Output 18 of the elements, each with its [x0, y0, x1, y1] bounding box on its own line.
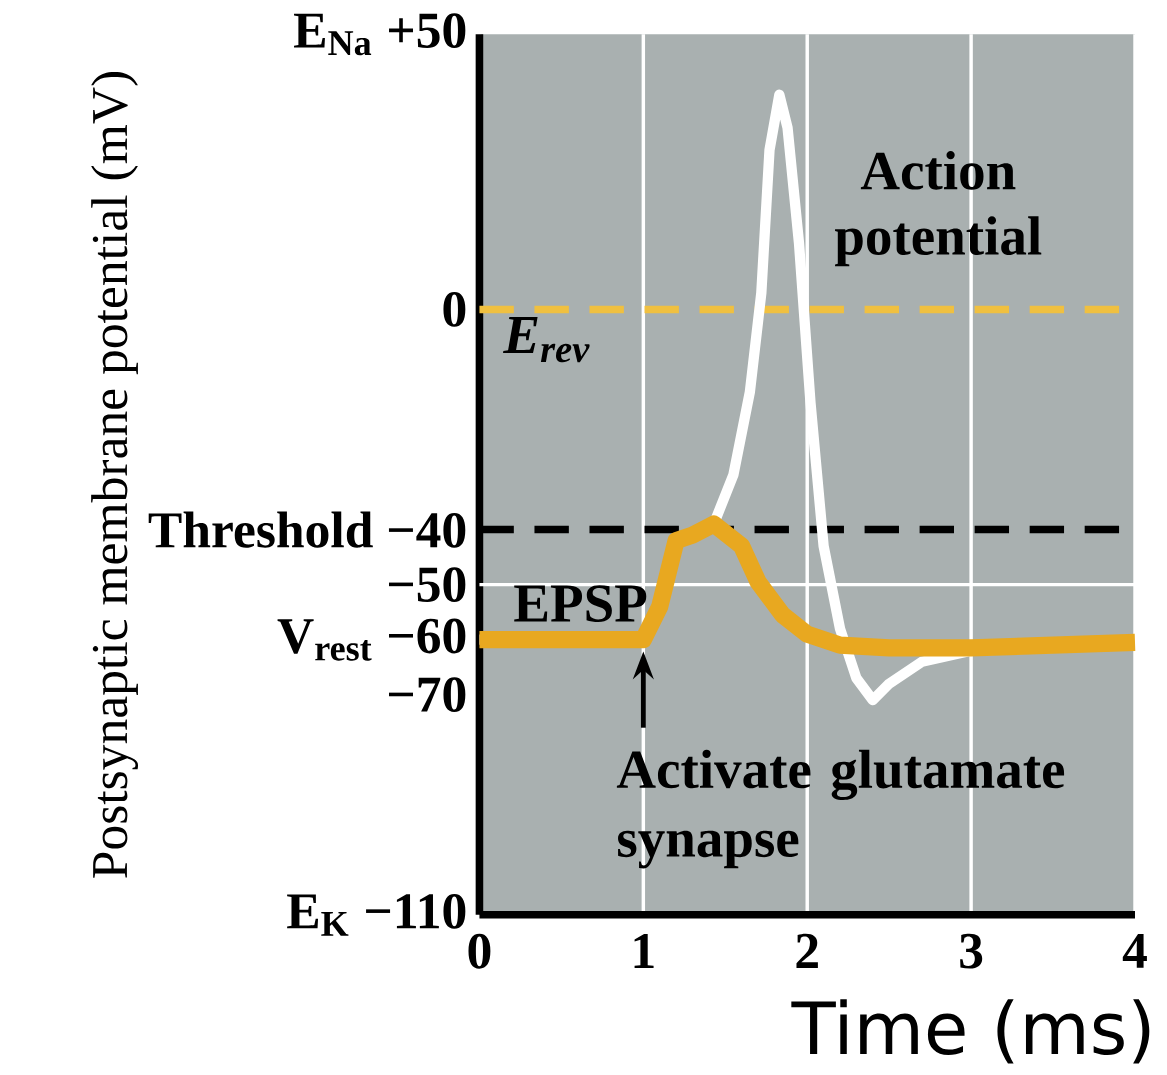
- x-tick-label: 4: [1122, 933, 1147, 968]
- y-tick-label: Threshold −40: [148, 511, 466, 548]
- x-tick-label: 0: [468, 933, 491, 969]
- y-tick-label: V$_{rest}$ −60: [277, 618, 466, 661]
- series-label: EPSP: [514, 585, 647, 623]
- series-label: Action potential: [835, 150, 1042, 267]
- y-axis-title: Postsynaptic membrane potential (mV): [91, 72, 139, 878]
- y-tick-label: E$_{Na}$ +50: [294, 13, 466, 56]
- y-tick-label: 0: [443, 292, 466, 327]
- x-tick-label: 1: [634, 933, 654, 968]
- x-axis-title: Time (ms): [791, 999, 1150, 1064]
- ref-line-label: E$_{rev}$: [503, 316, 590, 363]
- y-tick-label: E$_{K}$ −110: [287, 893, 466, 936]
- annotation: Activate glutamate synapse: [616, 749, 1065, 869]
- x-tick-label: 3: [960, 933, 983, 969]
- x-tick-label: 2: [796, 933, 818, 969]
- y-tick-label: −70: [389, 677, 466, 713]
- y-tick-label: −50: [389, 567, 466, 602]
